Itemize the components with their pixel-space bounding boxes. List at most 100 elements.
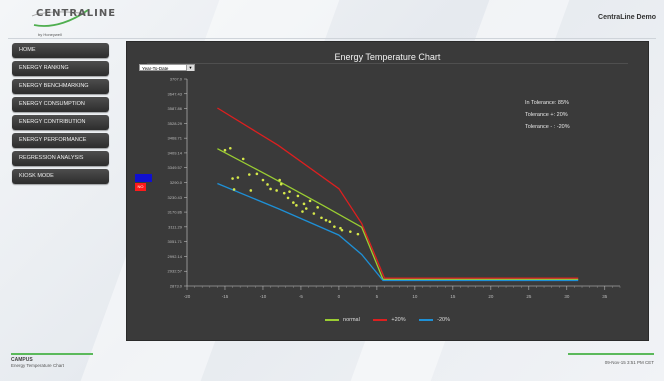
scatter-point [232, 188, 236, 191]
x-tick-label: 5 [376, 294, 379, 299]
in-tolerance-text: In Tolerance: 85% [525, 100, 569, 106]
scatter-point [328, 220, 332, 224]
y-tick-label: 3647.43 [168, 91, 183, 96]
footer-left-bar [11, 353, 93, 355]
scatter-point [275, 189, 278, 192]
x-tick-label: 20 [488, 294, 494, 299]
sidebar-item-home[interactable]: HOME [12, 43, 109, 58]
scatter-point [296, 194, 300, 198]
app-title: CentraLine Demo [598, 14, 656, 21]
legend-entry-minus[interactable]: -20% [419, 317, 450, 323]
scatter-point [292, 201, 295, 204]
y-tick-label: 2992.14 [168, 254, 183, 259]
y-tick-label: 3349.57 [168, 165, 183, 170]
y-tick-label: 3707.0 [170, 77, 183, 82]
scatter-point [266, 183, 269, 186]
y-tick-label: 3230.43 [168, 195, 183, 200]
sidebar-item-energy-benchmarking[interactable]: ENERGY BENCHMARKING [12, 79, 109, 94]
tolerance-plus-text: Tolerance +: 20% [525, 112, 568, 118]
scatter-point [261, 178, 265, 182]
series-line-2 [217, 182, 579, 282]
title-divider [147, 63, 628, 64]
scatter-point [269, 187, 272, 191]
footer-location-block: CAMPUS Energy Temperature Chart [11, 353, 93, 368]
y-tick-label: 2873.0 [170, 284, 183, 289]
y-tick-label: 3290.0 [170, 180, 183, 185]
chevron-down-icon[interactable]: ▼ [186, 65, 194, 71]
y-tick-label: 3111.29 [168, 224, 183, 229]
blue-swatch[interactable] [135, 174, 152, 182]
scatter-point [278, 178, 281, 182]
x-tick-label: 0 [338, 294, 341, 299]
scatter-point [229, 146, 232, 150]
scatter-point [279, 182, 283, 186]
x-tick-label: 10 [412, 294, 418, 299]
scatter-point [301, 210, 304, 213]
sidebar-item-kiosk-mode[interactable]: KIOSK MODE [12, 169, 109, 184]
red-badge[interactable]: NO [135, 183, 146, 191]
footer-right-bar [568, 353, 654, 355]
sidebar-item-energy-contribution[interactable]: ENERGY CONTRIBUTION [12, 115, 109, 130]
y-tick-label: 3409.14 [168, 150, 183, 155]
scatter-point [302, 202, 306, 206]
sidebar-item-regression-analysis[interactable]: REGRESSION ANALYSIS [12, 151, 109, 166]
scatter-point [356, 232, 360, 236]
sidebar: HOME ENERGY RANKING ENERGY BENCHMARKING … [12, 43, 109, 187]
series-line-1 [217, 107, 579, 279]
scatter-point [339, 226, 342, 230]
scatter-point [249, 189, 253, 192]
y-tick-label: 3528.29 [168, 121, 183, 126]
tolerance-minus-text: Tolerance - : -20% [525, 124, 570, 130]
chart-legend: normal +20% -20% [127, 317, 648, 323]
sidebar-item-energy-consumption[interactable]: ENERGY CONSUMPTION [12, 97, 109, 112]
scatter-point [241, 157, 245, 161]
x-tick-label: -15 [222, 294, 229, 299]
sidebar-item-energy-performance[interactable]: ENERGY PERFORMANCE [12, 133, 109, 148]
scatter-point [282, 191, 286, 195]
scatter-point [340, 228, 344, 232]
sidebar-item-energy-ranking[interactable]: ENERGY RANKING [12, 61, 109, 76]
scatter-point [288, 190, 291, 193]
y-tick-label: 3170.86 [168, 210, 183, 215]
footer-page-name: Energy Temperature Chart [11, 363, 64, 368]
chart-panel: 2873.0 2932.57 2992.14 3051.71 3111.29 3170.8… [126, 41, 649, 341]
legend-label-minus: -20% [437, 317, 450, 323]
logo-subtext: by Honeywell [38, 32, 62, 37]
legend-entry-normal[interactable]: normal [325, 317, 360, 323]
scatter-point [316, 206, 319, 209]
scatter-point [223, 148, 227, 152]
period-select-value: Year-To-Date [142, 66, 169, 71]
y-tick-label: 3587.86 [168, 106, 183, 111]
legend-entry-plus[interactable]: +20% [373, 317, 406, 323]
legend-label-normal: normal [343, 317, 360, 323]
x-tick-label: 15 [450, 294, 456, 299]
period-select[interactable]: Year-To-Date ▼ [139, 64, 195, 71]
logo: CENTRALINE by Honeywell [14, 6, 115, 37]
x-tick-label: 25 [526, 294, 532, 299]
scatter-point [308, 199, 312, 203]
energy-temperature-chart: 2873.0 2932.57 2992.14 3051.71 3111.29 3170.8… [168, 77, 621, 299]
footer-timestamp: 09-Nov-15 3:51 PM CET [604, 360, 654, 365]
scatter-point [295, 204, 298, 207]
logo-text: CENTRALINE [36, 8, 117, 19]
scatter-point [320, 216, 323, 220]
x-tick-label: 35 [602, 294, 608, 299]
scatter-point [231, 177, 234, 180]
scatter-point [333, 225, 336, 228]
y-tick-label: 3468.71 [168, 136, 183, 141]
scatter-point [236, 176, 240, 179]
scatter-point [349, 230, 352, 233]
scatter-point [286, 196, 290, 200]
scatter-point [312, 212, 316, 215]
scatter-point [324, 218, 328, 222]
chart-title: Energy Temperature Chart [334, 52, 441, 62]
footer-time-block: 09-Nov-15 3:51 PM CET [568, 353, 654, 365]
logo-swoosh-icon [31, 9, 89, 27]
x-tick-label: -5 [299, 294, 303, 299]
y-tick-label: 3051.71 [168, 239, 183, 244]
scatter-point [247, 173, 251, 176]
y-tick-label: 2932.57 [168, 269, 183, 274]
tolerance-stats: In Tolerance: 85% Tolerance +: 20% Toler… [525, 100, 570, 136]
x-tick-label: -20 [184, 294, 191, 299]
footer-location: CAMPUS [11, 357, 33, 363]
